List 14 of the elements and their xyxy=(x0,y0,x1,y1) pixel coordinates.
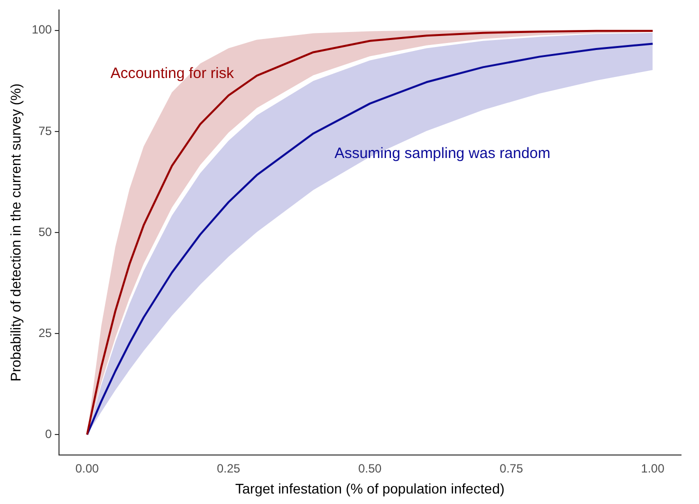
y-tick-label: 100 xyxy=(32,22,52,37)
y-tick-label: 75 xyxy=(38,124,52,138)
y-axis-title: Probability of detection in the current survey (%) xyxy=(7,83,24,382)
series-label: Accounting for risk xyxy=(110,64,234,82)
y-tick-label: 50 xyxy=(38,224,52,239)
x-tick-label: 0.50 xyxy=(358,461,382,476)
x-tick-label: 0.75 xyxy=(500,461,524,476)
x-tick-label: 0.00 xyxy=(75,461,100,476)
y-tick-label: 0 xyxy=(45,426,52,441)
series-label: Assuming sampling was random xyxy=(334,144,550,162)
y-tick-label: 25 xyxy=(38,326,52,340)
x-tick-label: 0.25 xyxy=(216,461,241,476)
x-axis-title: Target infestation (% of population infected) xyxy=(235,480,505,496)
x-tick-label: 1.00 xyxy=(641,461,665,476)
